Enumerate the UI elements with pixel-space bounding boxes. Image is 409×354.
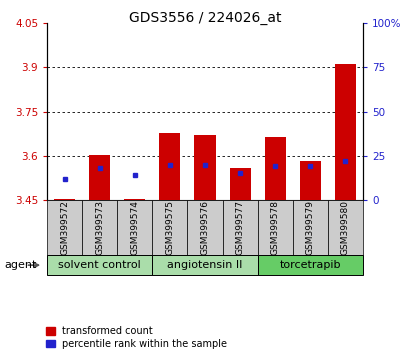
Bar bbox=[124, 199, 145, 200]
Text: GSM399572: GSM399572 bbox=[60, 200, 69, 255]
Text: GSM399579: GSM399579 bbox=[305, 200, 314, 255]
Bar bbox=[194, 135, 215, 200]
Bar bbox=[229, 168, 250, 200]
Text: solvent control: solvent control bbox=[58, 260, 141, 270]
Text: GSM399575: GSM399575 bbox=[165, 200, 174, 255]
Text: GSM399578: GSM399578 bbox=[270, 200, 279, 255]
Bar bbox=[334, 64, 355, 200]
Bar bbox=[257, 200, 292, 255]
Bar bbox=[187, 200, 222, 255]
Bar bbox=[264, 137, 285, 200]
Text: GSM399573: GSM399573 bbox=[95, 200, 104, 255]
Bar bbox=[82, 200, 117, 255]
Bar bbox=[89, 155, 110, 200]
Bar bbox=[299, 161, 320, 200]
Bar bbox=[257, 255, 362, 275]
Bar bbox=[159, 133, 180, 200]
Bar bbox=[47, 200, 82, 255]
Text: GSM399576: GSM399576 bbox=[200, 200, 209, 255]
Bar bbox=[222, 200, 257, 255]
Bar bbox=[47, 255, 152, 275]
Text: GSM399580: GSM399580 bbox=[340, 200, 349, 255]
Bar bbox=[117, 200, 152, 255]
Bar bbox=[327, 200, 362, 255]
Text: GDS3556 / 224026_at: GDS3556 / 224026_at bbox=[128, 11, 281, 25]
Text: angiotensin II: angiotensin II bbox=[167, 260, 242, 270]
Text: agent: agent bbox=[4, 260, 36, 270]
Text: GSM399577: GSM399577 bbox=[235, 200, 244, 255]
Bar bbox=[152, 200, 187, 255]
Text: torcetrapib: torcetrapib bbox=[279, 260, 340, 270]
Text: GSM399574: GSM399574 bbox=[130, 200, 139, 255]
Bar bbox=[152, 255, 257, 275]
Legend: transformed count, percentile rank within the sample: transformed count, percentile rank withi… bbox=[46, 326, 227, 349]
Bar bbox=[54, 199, 75, 200]
Bar bbox=[292, 200, 327, 255]
